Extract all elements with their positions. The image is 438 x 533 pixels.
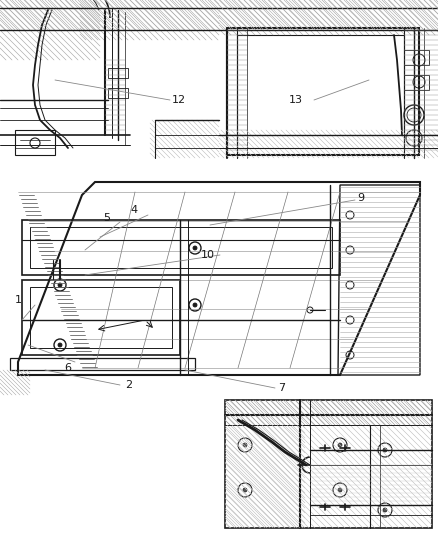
Text: 5: 5 bbox=[103, 213, 110, 223]
Circle shape bbox=[383, 448, 387, 452]
Bar bbox=[0, 158, 438, 395]
Circle shape bbox=[193, 303, 197, 307]
Text: 12: 12 bbox=[172, 95, 186, 105]
Text: 7: 7 bbox=[278, 383, 285, 393]
Circle shape bbox=[338, 443, 342, 447]
Circle shape bbox=[193, 246, 197, 250]
Text: 1: 1 bbox=[15, 295, 22, 305]
Text: 13: 13 bbox=[289, 95, 303, 105]
Text: 4: 4 bbox=[131, 205, 138, 215]
Circle shape bbox=[243, 443, 247, 447]
Text: 10: 10 bbox=[201, 250, 215, 260]
Text: 9: 9 bbox=[357, 193, 364, 203]
Bar bbox=[219, 0, 438, 158]
Bar bbox=[219, 395, 438, 533]
Circle shape bbox=[383, 508, 387, 512]
Bar bbox=[0, 0, 219, 158]
Circle shape bbox=[338, 488, 342, 492]
Circle shape bbox=[58, 343, 62, 347]
Circle shape bbox=[243, 488, 247, 492]
Text: 2: 2 bbox=[125, 380, 132, 390]
Text: 6: 6 bbox=[64, 363, 71, 373]
Circle shape bbox=[58, 283, 62, 287]
